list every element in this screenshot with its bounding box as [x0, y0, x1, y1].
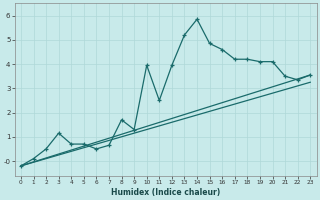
X-axis label: Humidex (Indice chaleur): Humidex (Indice chaleur) — [111, 188, 220, 197]
